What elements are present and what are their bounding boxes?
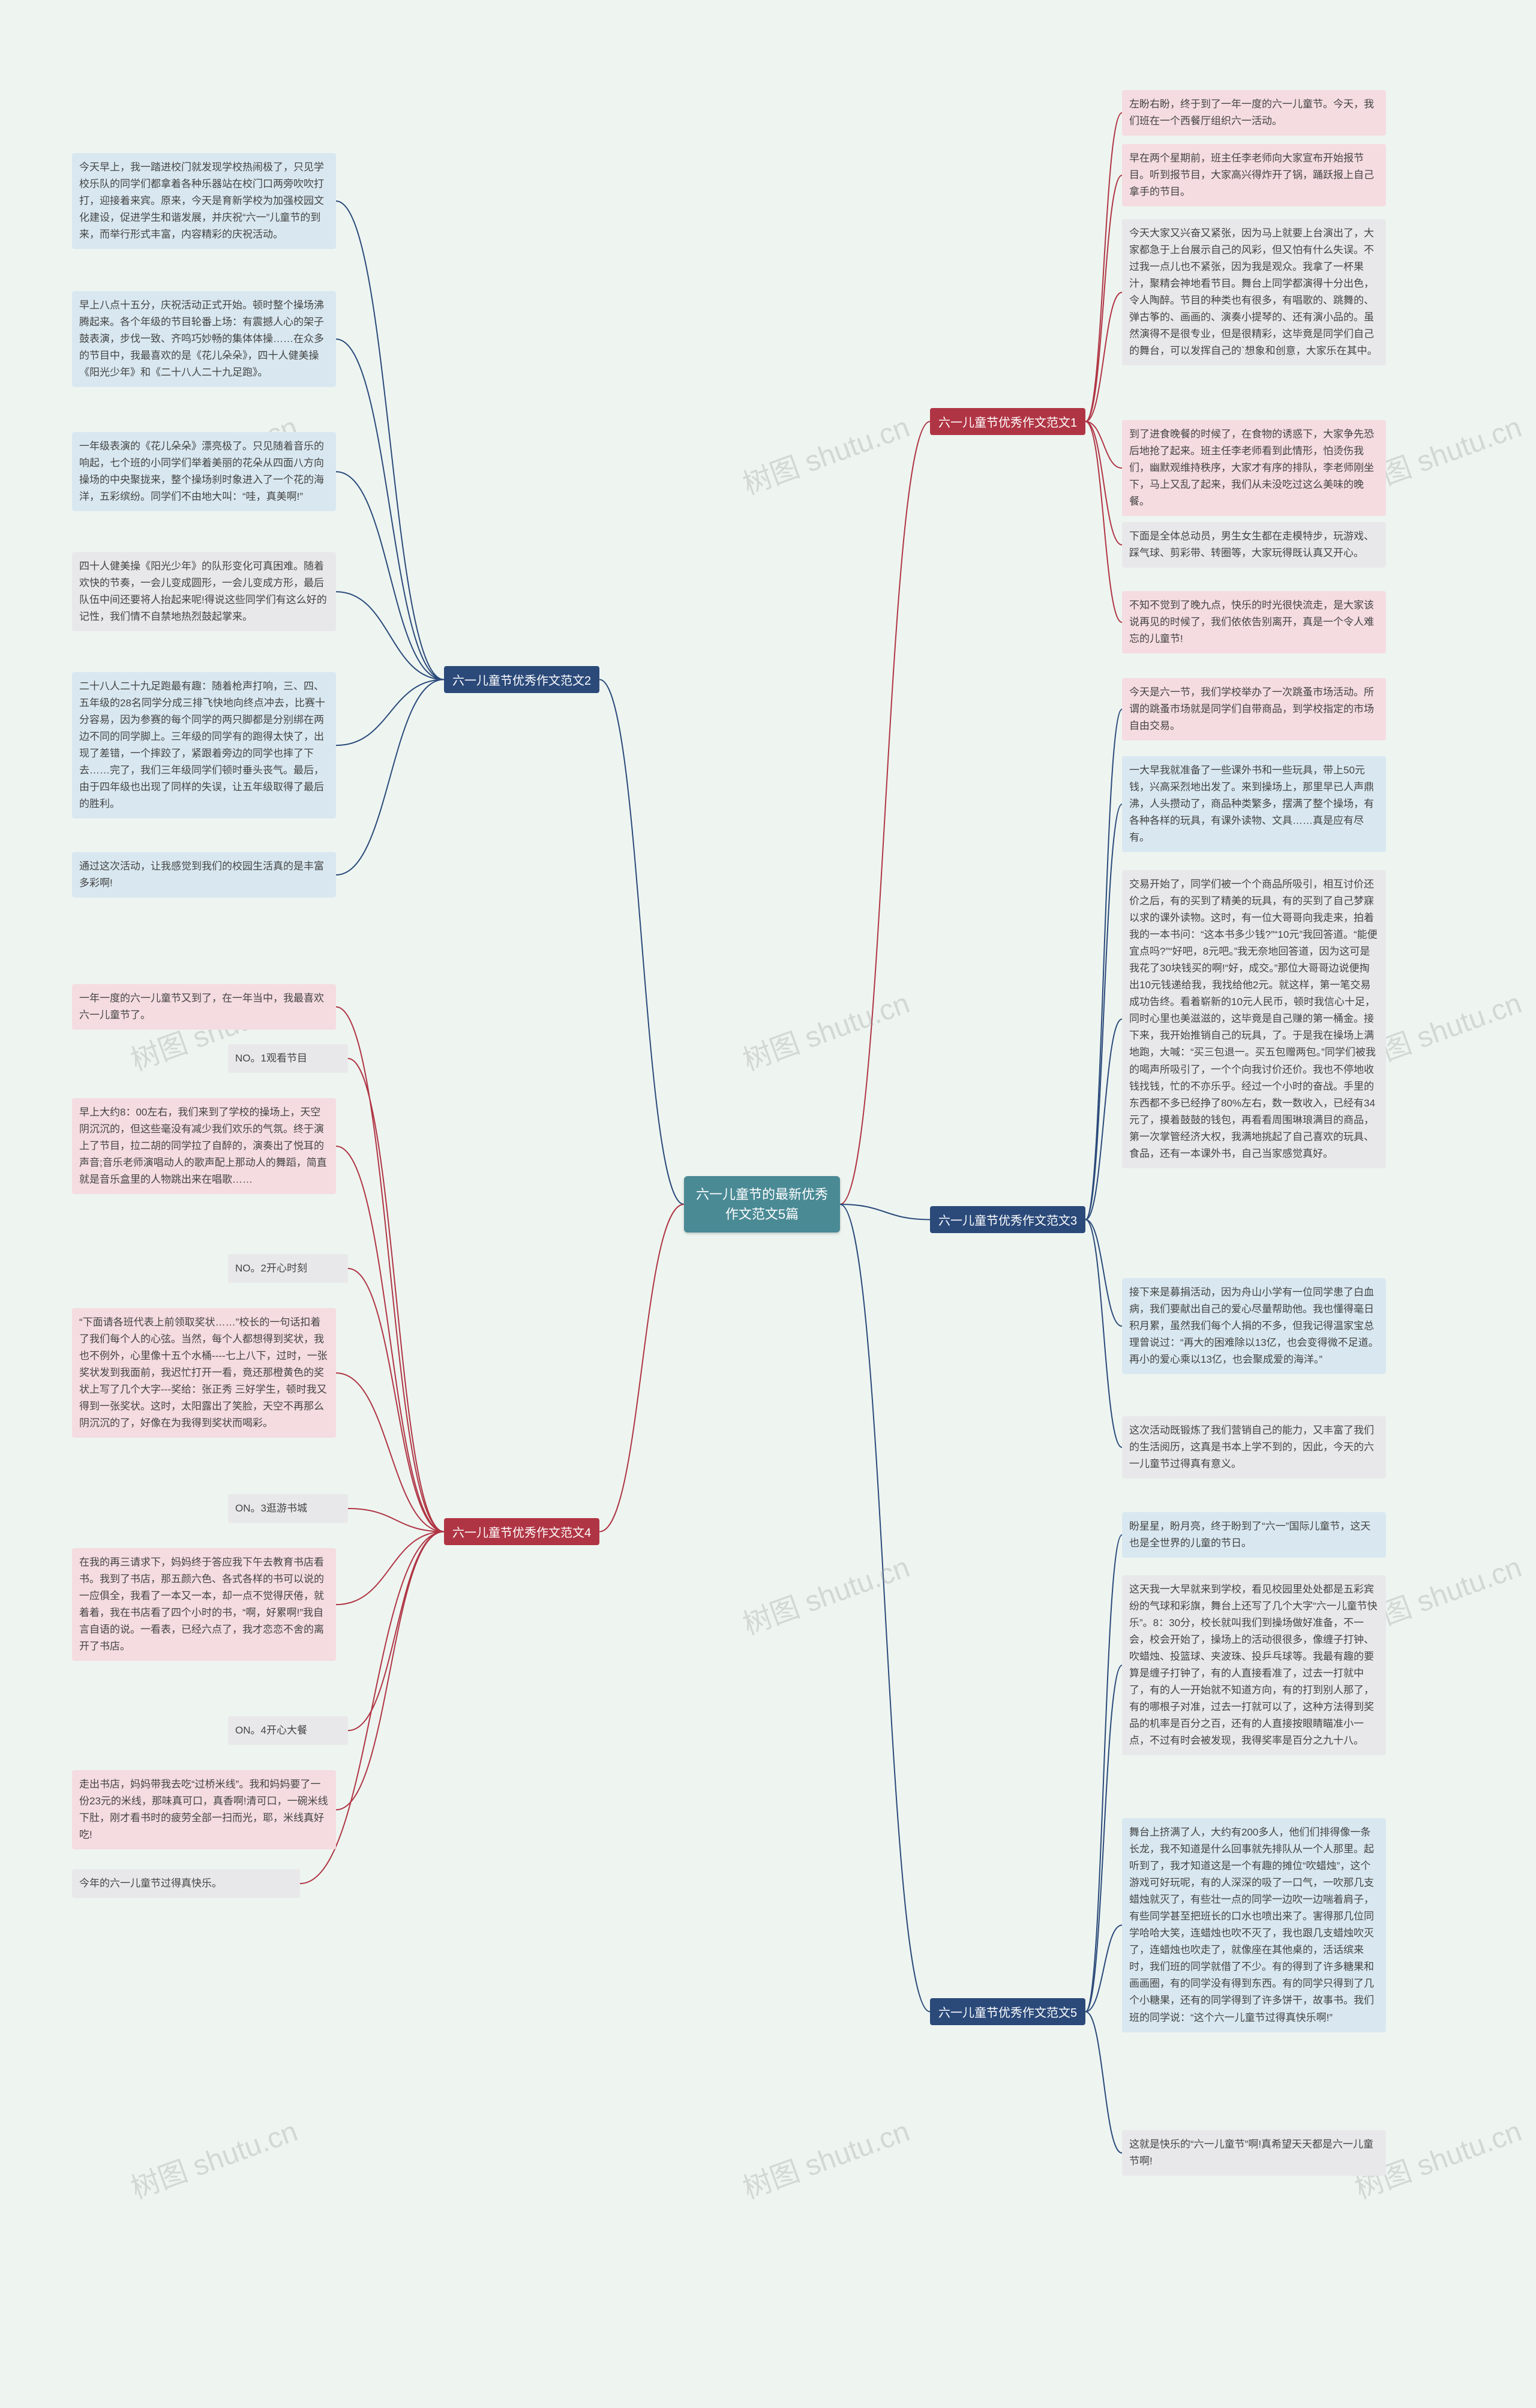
leaf-b1-4[interactable]: 下面是全体总动员，男生女生都在走模特步，玩游戏、踩气球、剪彩带、转圈等，大家玩得… <box>1122 522 1386 568</box>
leaf-b1-1[interactable]: 早在两个星期前，班主任李老师向大家宣布开始报节目。听到报节目，大家高兴得炸开了锅… <box>1122 144 1386 206</box>
leaf-b5-3[interactable]: 这就是快乐的“六一儿童节”啊!真希望天天都是六一儿童节啊! <box>1122 2130 1386 2176</box>
leaf-b3-3[interactable]: 接下来是募捐活动，因为舟山小学有一位同学患了白血病，我们要献出自己的爱心尽量帮助… <box>1122 1278 1386 1374</box>
leaf-b4-0[interactable]: 一年一度的六一儿童节又到了，在一年当中，我最喜欢六一儿童节了。 <box>72 984 336 1030</box>
leaf-b4-6[interactable]: 在我的再三请求下，妈妈终于答应我下午去教育书店看书。我到了书店，那五颜六色、各式… <box>72 1548 336 1661</box>
root-node[interactable]: 六一儿童节的最新优秀作文范文5篇 <box>684 1176 840 1233</box>
leaf-b2-2[interactable]: 一年级表演的《花儿朵朵》漂亮极了。只见随着音乐的响起，七个班的小同学们举着美丽的… <box>72 432 336 511</box>
branch-b1[interactable]: 六一儿童节优秀作文范文1 <box>930 408 1085 435</box>
leaf-b2-1[interactable]: 早上八点十五分，庆祝活动正式开始。顿时整个操场沸腾起来。各个年级的节目轮番上场：… <box>72 291 336 387</box>
leaf-b2-4[interactable]: 二十八人二十九足跑最有趣：随着枪声打响，三、四、五年级的28名同学分成三排飞快地… <box>72 672 336 818</box>
leaf-b2-3[interactable]: 四十人健美操《阳光少年》的队形变化可真困难。随着欢快的节奏，一会儿变成圆形，一会… <box>72 552 336 631</box>
leaf-b3-4[interactable]: 这次活动既锻炼了我们营销自己的能力，又丰富了我们的生活阅历，这真是书本上学不到的… <box>1122 1416 1386 1479</box>
leaf-b4-1[interactable]: NO。1观看节目 <box>228 1044 348 1073</box>
leaf-b4-4[interactable]: “下面请各班代表上前领取奖状……”校长的一句话扣着了我们每个人的心弦。当然，每个… <box>72 1308 336 1438</box>
branch-b4[interactable]: 六一儿童节优秀作文范文4 <box>444 1518 599 1545</box>
leaf-b4-2[interactable]: 早上大约8：00左右，我们来到了学校的操场上，天空阴沉沉的，但这些毫没有减少我们… <box>72 1098 336 1194</box>
leaf-b3-2[interactable]: 交易开始了，同学们被一个个商品所吸引，相互讨价还价之后，有的买到了精美的玩具，有… <box>1122 870 1386 1168</box>
branch-b5[interactable]: 六一儿童节优秀作文范文5 <box>930 1998 1085 2025</box>
watermark: 树图 shutu.cn <box>736 979 914 1078</box>
leaf-b4-9[interactable]: 今年的六一儿童节过得真快乐。 <box>72 1869 300 1898</box>
leaf-b5-1[interactable]: 这天我一大早就来到学校，看见校园里处处都是五彩宾纷的气球和彩旗，舞台上还写了几个… <box>1122 1575 1386 1755</box>
leaf-b1-3[interactable]: 到了进食晚餐的时候了，在食物的诱惑下，大家争先恐后地抢了起来。班主任李老师看到此… <box>1122 420 1386 516</box>
watermark: 树图 shutu.cn <box>124 2107 302 2206</box>
leaf-b3-1[interactable]: 一大早我就准备了一些课外书和一些玩具，带上50元钱，兴高采烈地出发了。来到操场上… <box>1122 756 1386 852</box>
branch-b2[interactable]: 六一儿童节优秀作文范文2 <box>444 666 599 693</box>
leaf-b2-0[interactable]: 今天早上，我一踏进校门就发现学校热闹极了，只见学校乐队的同学们都拿着各种乐器站在… <box>72 153 336 249</box>
leaf-b2-5[interactable]: 通过这次活动，让我感觉到我们的校园生活真的是丰富多彩啊! <box>72 852 336 898</box>
leaf-b3-0[interactable]: 今天是六一节，我们学校举办了一次跳蚤市场活动。所谓的跳蚤市场就是同学们自带商品，… <box>1122 678 1386 740</box>
watermark: 树图 shutu.cn <box>736 403 914 502</box>
leaf-b1-2[interactable]: 今天大家又兴奋又紧张，因为马上就要上台演出了，大家都急于上台展示自己的风彩，但又… <box>1122 219 1386 365</box>
leaf-b4-8[interactable]: 走出书店，妈妈带我去吃“过桥米线”。我和妈妈要了一份23元的米线，那味真可口，真… <box>72 1770 336 1849</box>
watermark: 树图 shutu.cn <box>736 1543 914 1642</box>
leaf-b1-5[interactable]: 不知不觉到了晚九点，快乐的时光很快流走，是大家该说再见的时候了，我们依依告别离开… <box>1122 591 1386 653</box>
branch-b3[interactable]: 六一儿童节优秀作文范文3 <box>930 1206 1085 1233</box>
leaf-b1-0[interactable]: 左盼右盼，终于到了一年一度的六一儿童节。今天，我们班在一个西餐厅组织六一活动。 <box>1122 90 1386 136</box>
leaf-b5-0[interactable]: 盼星星，盼月亮，终于盼到了“六一”国际儿童节，这天也是全世界的儿童的节日。 <box>1122 1512 1386 1558</box>
leaf-b4-5[interactable]: ON。3逛游书城 <box>228 1494 348 1523</box>
watermark: 树图 shutu.cn <box>736 2107 914 2206</box>
leaf-b4-7[interactable]: ON。4开心大餐 <box>228 1716 348 1745</box>
leaf-b4-3[interactable]: NO。2开心时刻 <box>228 1254 348 1283</box>
leaf-b5-2[interactable]: 舞台上挤满了人，大约有200多人，他们们排得像一条长龙，我不知道是什么回事就先排… <box>1122 1818 1386 2032</box>
